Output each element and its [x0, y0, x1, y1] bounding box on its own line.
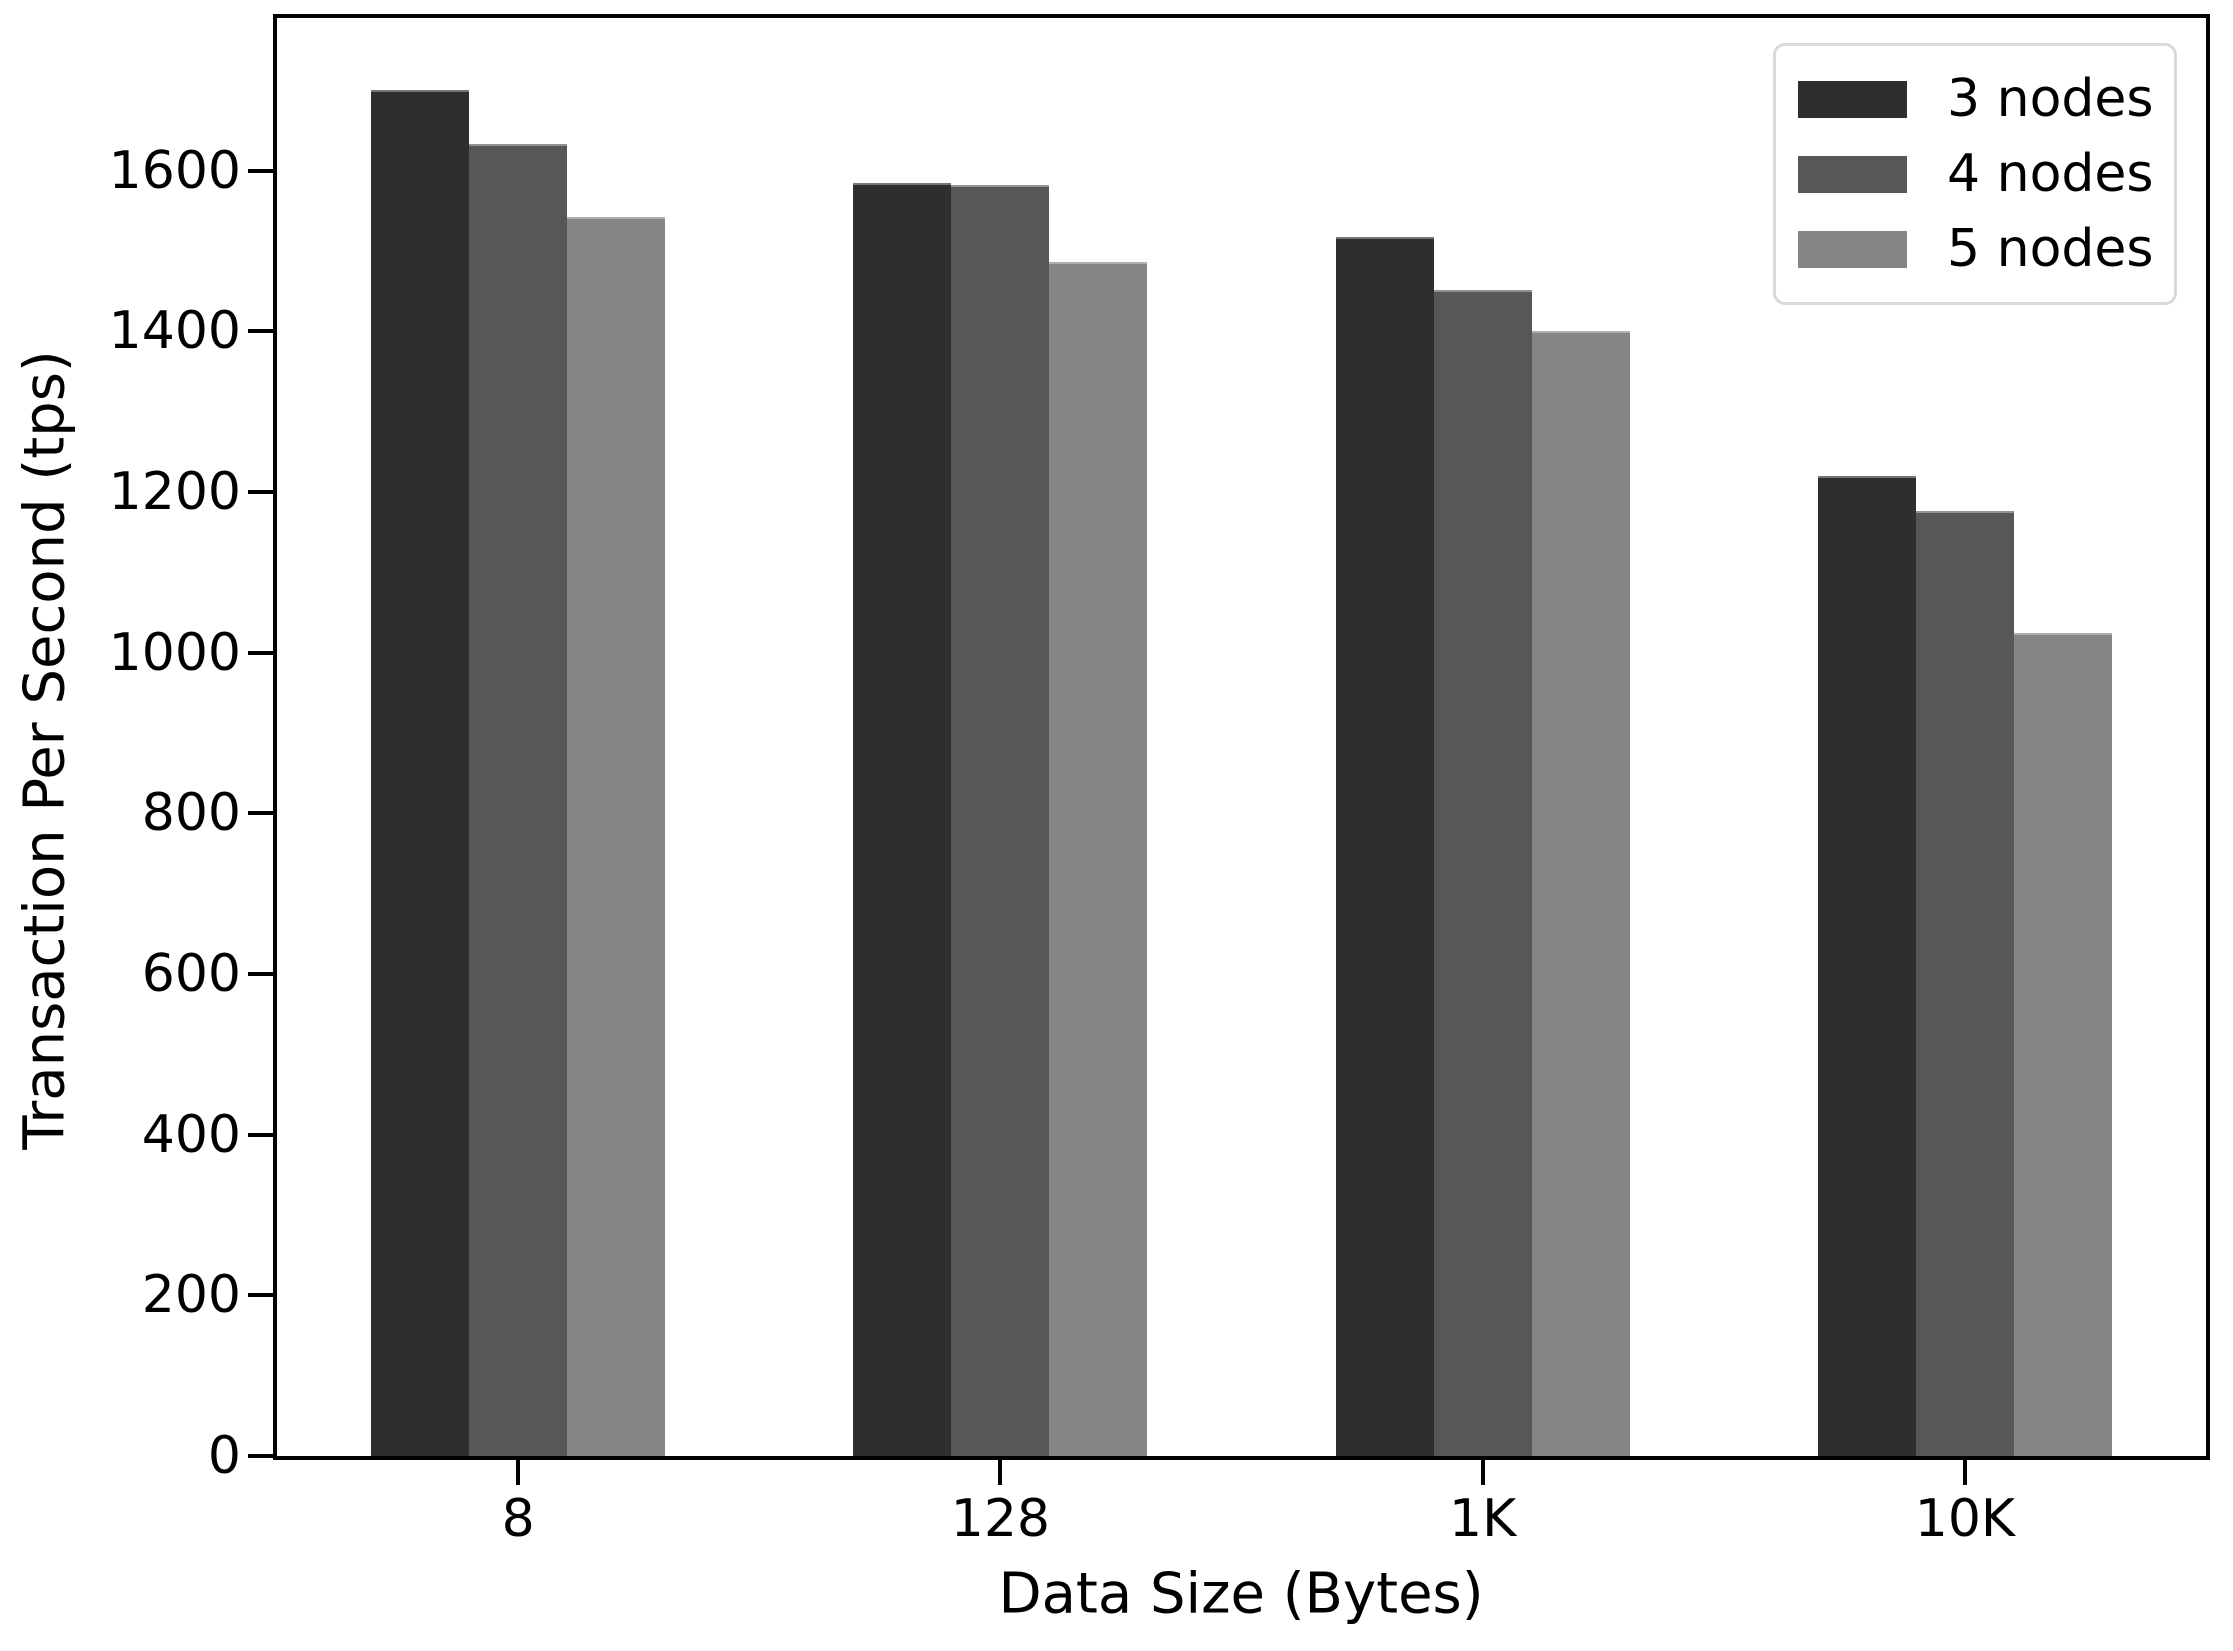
bar-group-8: [277, 18, 759, 1456]
bar-3-nodes-8: [371, 90, 470, 1456]
x-tick-mark: [516, 1460, 521, 1485]
legend-row: 4 nodes: [1776, 148, 2174, 200]
bar-3-nodes-128: [853, 182, 952, 1456]
y-tick-label: 200: [141, 1265, 241, 1326]
legend-swatch-icon: [1798, 80, 1907, 118]
legend-label: 3 nodes: [1947, 69, 2154, 129]
bar-group-128: [759, 18, 1241, 1456]
y-tick-mark: [248, 1454, 273, 1458]
x-tick-label: 8: [501, 1489, 535, 1549]
x-tick-label: 128: [950, 1489, 1051, 1549]
x-tick-label: 1K: [1449, 1489, 1517, 1549]
y-tick-mark: [248, 811, 273, 816]
y-axis-title: Transaction Per Second (tps): [12, 350, 78, 1150]
bar-5-nodes-10K: [2013, 632, 2112, 1456]
x-tick-mark: [998, 1460, 1003, 1485]
bar-5-nodes-8: [567, 217, 666, 1456]
bar-4-nodes-128: [951, 185, 1050, 1456]
bar-3-nodes-1K: [1335, 236, 1434, 1456]
bar-group-10K: [1724, 18, 2206, 1456]
y-tick-label: 600: [141, 944, 241, 1004]
y-tick-mark: [248, 329, 273, 334]
bar-4-nodes-10K: [1915, 510, 2014, 1456]
y-tick-mark: [248, 168, 273, 173]
y-tick-mark: [248, 650, 273, 655]
y-tick-mark: [248, 489, 273, 494]
y-tick-label: 800: [141, 783, 241, 844]
y-tick-label: 1600: [108, 140, 241, 201]
y-tick-label: 400: [141, 1104, 241, 1165]
legend-swatch-icon: [1798, 230, 1907, 268]
bars-layer: [277, 18, 2206, 1456]
legend-label: 4 nodes: [1947, 144, 2154, 204]
bar-3-nodes-10K: [1817, 475, 1916, 1456]
plot-area: 0 200 400 600 800 1000 1200 1400 1600 8 128 1K 10K …: [109, 14, 2210, 1549]
y-tick-label: 1000: [108, 622, 241, 683]
x-tick-label: 10K: [1914, 1489, 2016, 1549]
x-tick-mark: [1480, 1460, 1485, 1485]
legend-label: 5 nodes: [1947, 219, 2154, 279]
legend-row: 3 nodes: [1776, 73, 2174, 125]
y-tick-mark: [248, 972, 273, 976]
x-axis-title: Data Size (Bytes): [998, 1561, 1484, 1627]
y-tick-mark: [248, 1293, 273, 1298]
legend-row: 5 nodes: [1776, 223, 2174, 275]
bar-5-nodes-1K: [1531, 331, 1630, 1456]
y-tick-label: 1400: [108, 301, 241, 362]
y-tick-mark: [248, 1132, 273, 1137]
x-tick-mark: [1962, 1460, 1967, 1485]
bar-5-nodes-128: [1049, 262, 1148, 1456]
bar-group-1K: [1242, 18, 1724, 1456]
bar-4-nodes-1K: [1433, 289, 1532, 1456]
y-tick-label: 0: [207, 1426, 241, 1486]
legend-swatch-icon: [1798, 155, 1907, 193]
y-tick-label: 1200: [108, 461, 241, 522]
legend: 3 nodes 4 nodes 5 nodes: [1773, 43, 2177, 305]
bar-4-nodes-8: [469, 144, 568, 1456]
